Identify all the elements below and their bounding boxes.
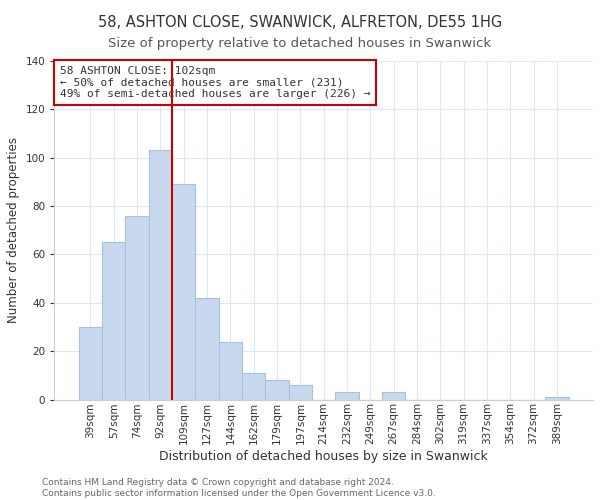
X-axis label: Distribution of detached houses by size in Swanwick: Distribution of detached houses by size … (159, 450, 488, 463)
Bar (289, 385, 312, 400)
Bar (149, 150, 172, 400)
Bar (102, 242, 125, 400)
Bar (335, 392, 359, 400)
Text: Size of property relative to detached houses in Swanwick: Size of property relative to detached ho… (109, 38, 491, 51)
Bar (196, 298, 219, 400)
Bar (172, 184, 196, 400)
Bar (545, 397, 569, 400)
Text: 58, ASHTON CLOSE, SWANWICK, ALFRETON, DE55 1HG: 58, ASHTON CLOSE, SWANWICK, ALFRETON, DE… (98, 15, 502, 30)
Bar (382, 392, 405, 400)
Text: Contains HM Land Registry data © Crown copyright and database right 2024.
Contai: Contains HM Land Registry data © Crown c… (42, 478, 436, 498)
Y-axis label: Number of detached properties: Number of detached properties (7, 138, 20, 324)
Bar (79, 327, 102, 400)
Bar (242, 373, 265, 400)
Bar (125, 216, 149, 400)
Bar (219, 342, 242, 400)
Bar (265, 380, 289, 400)
Text: 58 ASHTON CLOSE: 102sqm
← 50% of detached houses are smaller (231)
49% of semi-d: 58 ASHTON CLOSE: 102sqm ← 50% of detache… (59, 66, 370, 99)
